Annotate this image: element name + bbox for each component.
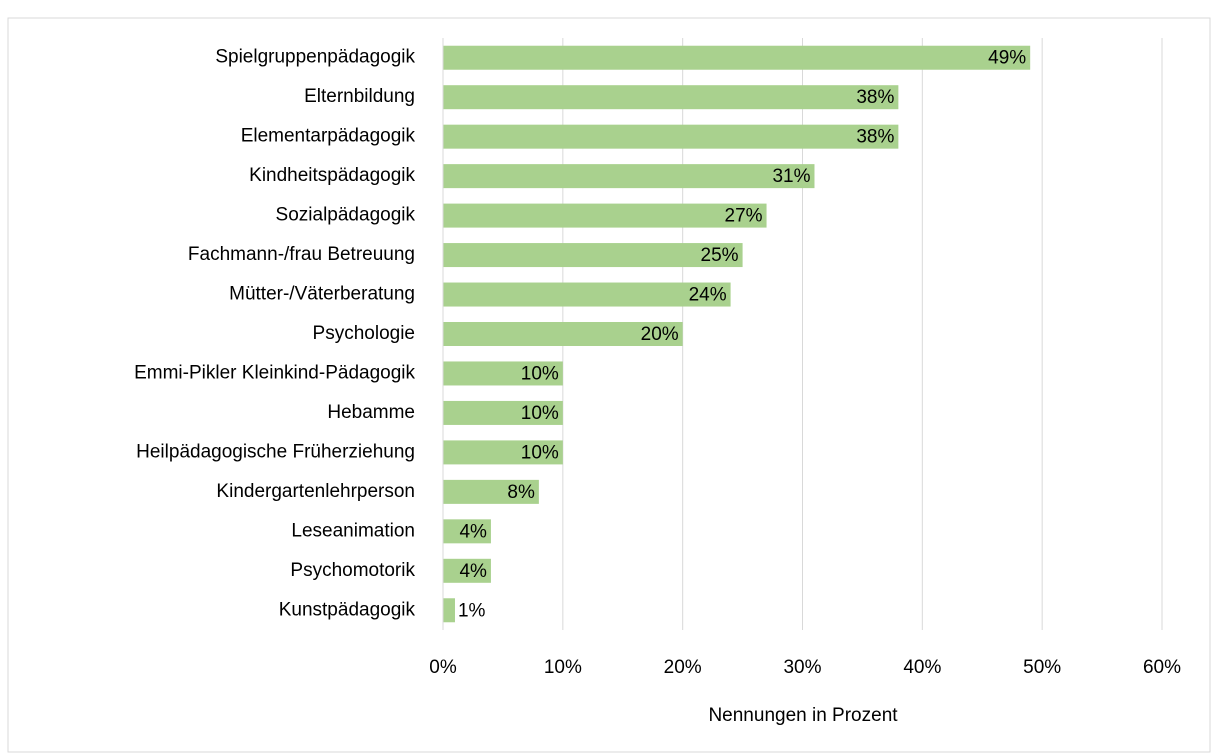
- data-label: 4%: [459, 561, 487, 582]
- y-tick-label: Heilpädagogische Früherziehung: [136, 441, 415, 462]
- bar: [443, 361, 563, 386]
- data-label: 38%: [856, 87, 894, 108]
- y-tick-label: Mütter-/Väterberatung: [229, 284, 415, 305]
- data-label: 4%: [459, 521, 487, 542]
- data-label: 49%: [988, 48, 1026, 69]
- bar: [443, 519, 491, 544]
- y-tick-label: Leseanimation: [291, 520, 415, 541]
- bar: [443, 124, 899, 149]
- y-tick-label: Spielgruppenpädagogik: [215, 47, 415, 68]
- bar: [443, 203, 767, 228]
- bar: [443, 440, 563, 465]
- y-tick-label: Kindheitspädagogik: [249, 165, 415, 186]
- bar: [443, 558, 491, 583]
- y-tick-label: Psychologie: [313, 323, 415, 344]
- bar: [443, 598, 455, 623]
- data-label: 10%: [521, 442, 559, 463]
- x-tick-label: 20%: [664, 657, 702, 678]
- x-tick-label: 40%: [903, 657, 941, 678]
- bar: [443, 85, 899, 110]
- bar: [443, 322, 683, 346]
- data-label: 25%: [701, 245, 739, 266]
- x-axis-title: Nennungen in Prozent: [708, 705, 898, 726]
- data-label: 20%: [641, 324, 679, 345]
- y-tick-label: Hebamme: [327, 402, 415, 423]
- data-label: 27%: [725, 206, 763, 227]
- y-tick-label: Emmi-Pikler Kleinkind-Pädagogik: [134, 362, 415, 383]
- y-tick-label: Kunstpädagogik: [279, 599, 416, 620]
- y-tick-label: Fachmann-/frau Betreuung: [188, 244, 415, 265]
- bar: [443, 164, 815, 189]
- bar: [443, 243, 743, 268]
- bar: [443, 400, 563, 425]
- bar: [443, 282, 731, 307]
- bar: [443, 45, 1031, 70]
- x-tick-label: 0%: [429, 657, 457, 678]
- x-tick-label: 30%: [783, 657, 821, 678]
- y-tick-label: Elternbildung: [304, 86, 415, 107]
- data-label: 10%: [521, 403, 559, 424]
- data-label: 24%: [689, 285, 727, 306]
- bar: [443, 479, 539, 504]
- data-label: 38%: [856, 127, 894, 148]
- data-label: 8%: [507, 482, 535, 503]
- y-tick-label: Psychomotorik: [290, 560, 415, 581]
- x-tick-label: 10%: [544, 657, 582, 678]
- y-tick-label: Kindergartenlehrperson: [216, 481, 415, 502]
- data-label: 10%: [521, 363, 559, 384]
- data-label: 31%: [772, 166, 810, 187]
- y-tick-label: Elementarpädagogik: [241, 126, 416, 147]
- x-tick-label: 50%: [1023, 657, 1061, 678]
- data-label: 1%: [458, 600, 486, 621]
- x-tick-label: 60%: [1143, 657, 1181, 678]
- y-tick-label: Sozialpädagogik: [276, 205, 416, 226]
